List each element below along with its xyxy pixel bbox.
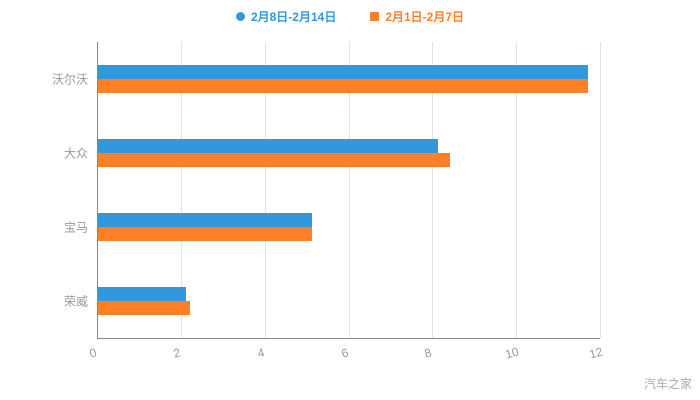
y-category-label: 荣威	[63, 294, 88, 309]
bar-s0-c3[interactable]	[98, 287, 187, 301]
legend-item-feb8-feb14[interactable]: 2月8日-2月14日	[235, 8, 337, 25]
legend-marker-square-icon	[370, 12, 380, 21]
y-category-label: 沃尔沃	[51, 72, 88, 87]
gridline	[180, 42, 182, 338]
gridline	[516, 42, 518, 338]
plot-area: 0 2 4 6 8 10 12 沃尔沃大众宝马荣威	[52, 42, 604, 361]
legend-marker-circle-icon	[235, 12, 245, 21]
x-tick-label: 4	[255, 345, 266, 361]
gridline	[348, 42, 350, 338]
x-tick-label: 12	[587, 344, 605, 362]
legend-label: 2月8日-2月14日	[250, 10, 337, 24]
y-category-label: 大众	[63, 146, 88, 161]
bar-s1-c3[interactable]	[98, 301, 191, 315]
bar-s1-c0[interactable]	[98, 79, 589, 93]
x-tick-label: 6	[339, 345, 350, 361]
legend-label: 2月1日-2月7日	[385, 10, 465, 24]
bar-s1-c1[interactable]	[98, 153, 451, 167]
y-axis-line	[97, 42, 98, 338]
legend: 2月8日-2月14日 2月1日-2月7日	[0, 8, 700, 25]
x-tick-label: 0	[87, 345, 99, 361]
bar-s0-c2[interactable]	[98, 213, 312, 227]
x-tick-label: 10	[503, 344, 521, 362]
x-tick-label: 2	[171, 345, 182, 361]
x-axis-line	[97, 338, 600, 339]
x-tick-label: 8	[423, 345, 434, 361]
gridline	[432, 42, 434, 338]
bar-s0-c0[interactable]	[98, 65, 589, 79]
watermark: 汽车之家	[643, 377, 692, 391]
legend-item-feb1-feb7[interactable]: 2月1日-2月7日	[370, 8, 464, 25]
bar-s1-c2[interactable]	[98, 227, 312, 241]
gridline	[600, 42, 601, 338]
gridline	[264, 42, 266, 338]
bar-s0-c1[interactable]	[98, 139, 438, 153]
y-category-label: 宝马	[63, 220, 88, 235]
